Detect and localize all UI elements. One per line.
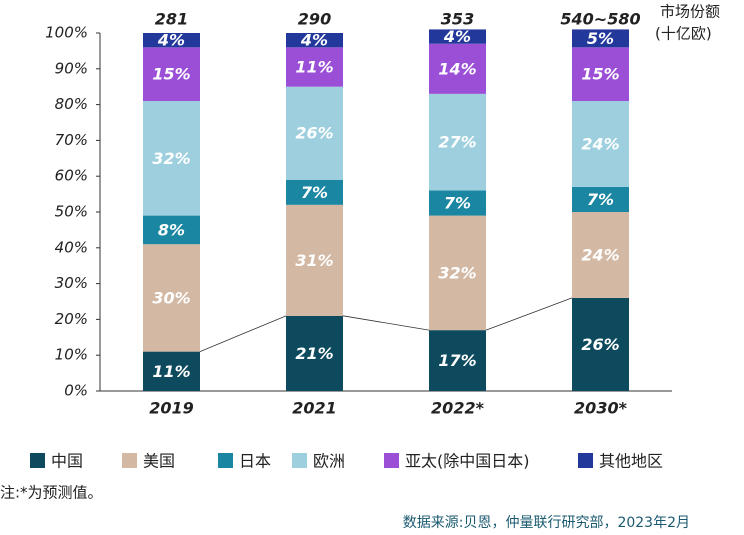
bar-segment (429, 215, 486, 331)
data-label: 30% (152, 288, 190, 307)
bar-segment (143, 244, 200, 352)
bar-segment (286, 33, 343, 48)
data-label: 32% (152, 149, 190, 168)
y-tick-label: 10% (55, 346, 88, 364)
bar-segment (572, 101, 629, 187)
legend-swatch (292, 453, 307, 468)
bar-segment (286, 86, 343, 180)
y-tick-label: 50% (55, 203, 88, 221)
bar-segment (286, 315, 343, 391)
x-tick-label: 2022* (431, 399, 485, 418)
data-label: 4% (443, 27, 471, 46)
bar-segment (429, 190, 486, 216)
y-tick-label: 30% (55, 274, 88, 292)
data-label: 7% (587, 190, 614, 209)
bar-segment (429, 29, 486, 44)
legend-label: 日本 (239, 452, 271, 471)
bar-segment (286, 47, 343, 87)
legend-swatch (384, 453, 399, 468)
bar-segment (143, 215, 200, 245)
bar-segment (429, 330, 486, 391)
bar-segment (572, 47, 629, 102)
bar-segment (143, 47, 200, 102)
note: 注:*为预测值。 (0, 484, 103, 502)
legend-label: 美国 (143, 452, 175, 471)
data-label: 11% (152, 362, 190, 381)
data-label: 15% (581, 65, 619, 84)
data-label: 15% (152, 65, 190, 84)
data-label: 4% (157, 31, 185, 50)
legend-swatch (578, 453, 593, 468)
y-tick-label: 0% (64, 382, 88, 400)
data-label: 27% (438, 133, 476, 152)
y-tick-label: 80% (55, 95, 88, 113)
bar-segment (143, 33, 200, 48)
legend-swatch (122, 453, 137, 468)
bar-segment (286, 179, 343, 205)
y-tick-label: 40% (55, 238, 88, 256)
data-label: 7% (301, 183, 328, 202)
data-label: 11% (295, 58, 333, 77)
total-label: 540~580 (560, 10, 640, 29)
total-label: 290 (298, 10, 331, 29)
y-tick-label: 90% (55, 59, 88, 77)
unit-label: 市场份额 (660, 3, 720, 21)
y-tick-label: 20% (55, 310, 88, 328)
data-label: 17% (438, 351, 476, 370)
bar-segment (143, 351, 200, 391)
data-label: 5% (587, 29, 614, 48)
x-tick-label: 2030* (574, 399, 628, 418)
legend-label: 欧洲 (313, 452, 345, 471)
data-label: 26% (581, 335, 619, 354)
bar-segment (429, 43, 486, 94)
data-label: 8% (158, 220, 185, 239)
data-label: 21% (295, 344, 333, 363)
bar-segment (572, 297, 629, 391)
legend-label: 中国 (51, 452, 83, 471)
x-tick-label: 2021 (292, 399, 337, 418)
data-label: 32% (438, 263, 476, 282)
legend-swatch (218, 453, 233, 468)
bar-segment (572, 186, 629, 212)
legend-swatch (30, 453, 45, 468)
bar-segment (572, 29, 629, 48)
data-label: 26% (295, 124, 333, 143)
x-tick-label: 2019 (149, 399, 194, 418)
data-label: 24% (581, 245, 619, 264)
y-tick-label: 70% (55, 131, 88, 149)
data-label: 4% (300, 31, 328, 50)
data-label: 31% (295, 251, 333, 270)
bar-segment (286, 204, 343, 316)
data-label: 24% (581, 134, 619, 153)
data-label: 14% (438, 59, 476, 78)
y-tick-label: 60% (55, 167, 88, 185)
connector-line (199, 297, 573, 352)
legend-label: 亚太(除中国日本) (405, 452, 530, 471)
data-label: 7% (444, 194, 471, 213)
bar-segment (143, 101, 200, 216)
total-label: 353 (441, 10, 474, 29)
source: 数据来源:贝恩，仲量联行研究部，2023年2月 (403, 515, 690, 531)
bar-segment (429, 93, 486, 191)
bar-segment (572, 212, 629, 298)
unit-label: (十亿欧) (655, 25, 712, 43)
total-label: 281 (155, 10, 188, 29)
y-tick-label: 100% (45, 24, 88, 42)
legend-label: 其他地区 (599, 452, 663, 471)
